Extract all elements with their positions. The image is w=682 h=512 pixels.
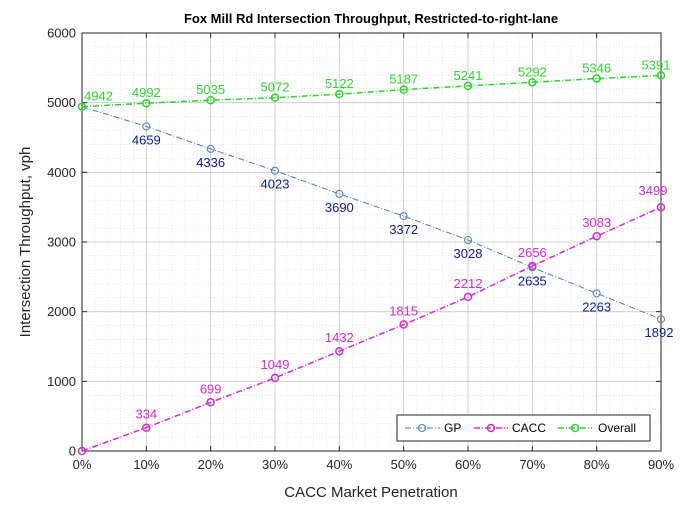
data-point-cacc <box>463 292 473 302</box>
data-label-cacc: 3499 <box>639 183 668 198</box>
x-tick-label: 80% <box>584 457 610 472</box>
x-axis-label: CACC Market Penetration <box>284 484 457 501</box>
data-point-overall <box>592 74 601 83</box>
x-tick-label: 20% <box>198 457 224 472</box>
x-tick-label: 10% <box>133 457 159 472</box>
data-label-gp: 1892 <box>645 325 674 340</box>
data-label-overall: 5241 <box>454 68 483 83</box>
data-point-overall <box>77 102 87 111</box>
data-point-overall <box>463 81 473 91</box>
data-point-cacc <box>399 320 408 329</box>
data-point-cacc <box>270 373 280 383</box>
y-axis-label: Intersection Throughput, vph <box>17 147 34 338</box>
data-label-overall: 4992 <box>132 85 161 100</box>
y-tick-label: 1000 <box>47 374 76 389</box>
data-label-gp: 4659 <box>132 132 161 147</box>
data-point-overall <box>335 89 344 99</box>
data-label-gp: 2635 <box>518 273 547 288</box>
data-point-cacc <box>77 446 87 456</box>
data-point-cacc <box>656 202 666 212</box>
legend-entry-gp: GP <box>405 421 461 435</box>
axis-ticks: 0% 10% 20% 30% 40% 50% 60% 70% 80% 90% 0 1000 2000 30… <box>47 26 674 473</box>
legend-marker-overall <box>570 423 580 433</box>
data-point-overall <box>270 93 280 102</box>
data-label-overall: 5187 <box>389 72 418 87</box>
data-label-cacc: 699 <box>200 381 222 396</box>
data-label-gp: 3028 <box>454 246 483 261</box>
legend-entry-overall: Overall <box>558 421 636 435</box>
series-line-overall <box>81 74 662 108</box>
data-label-overall: 5122 <box>325 76 354 91</box>
data-label-cacc: 1815 <box>389 304 418 319</box>
data-point-overall <box>399 85 408 94</box>
data-point-gp <box>271 166 279 175</box>
y-tick-label: 5000 <box>47 95 76 110</box>
data-label-cacc: 2656 <box>518 245 547 260</box>
data-point-gp <box>592 289 601 298</box>
data-label-cacc: 334 <box>135 407 157 422</box>
data-point-overall <box>656 71 666 80</box>
y-tick-label: 6000 <box>47 26 76 41</box>
y-tick-label: 4000 <box>47 165 76 180</box>
legend: GP CACC Overall <box>396 414 651 442</box>
data-labels: 4659 4336 4023 3690 3372 3028 2635 2263 1892 334 6… <box>84 57 673 421</box>
series-line-gp <box>81 106 662 320</box>
data-point-cacc <box>592 231 601 241</box>
data-label-gp: 3690 <box>325 200 354 215</box>
x-tick-label: 90% <box>648 457 674 472</box>
data-label-gp: 4336 <box>196 155 225 170</box>
legend-marker-cacc <box>486 423 496 433</box>
data-label-overall: 4942 <box>84 89 113 104</box>
data-point-gp <box>206 144 215 153</box>
data-label-gp: 2263 <box>582 299 611 314</box>
data-point-cacc <box>142 423 151 432</box>
y-tick-label: 0 <box>69 444 76 459</box>
data-label-gp: 4023 <box>261 177 290 192</box>
data-label-gp: 3372 <box>389 222 418 237</box>
legend-label-overall: Overall <box>598 421 636 435</box>
legend-label-cacc: CACC <box>512 421 546 435</box>
chart-title: Fox Mill Rd Intersection Throughput, Res… <box>184 11 558 26</box>
data-point-gp <box>657 315 665 324</box>
data-label-overall: 5072 <box>261 80 290 95</box>
data-point-overall <box>142 98 151 108</box>
data-label-cacc: 1049 <box>261 357 290 372</box>
data-label-overall: 5346 <box>582 61 611 76</box>
data-point-overall <box>206 95 215 105</box>
y-tick-label: 3000 <box>47 235 76 250</box>
data-label-overall: 5292 <box>518 64 547 79</box>
x-tick-label: 60% <box>455 457 481 472</box>
x-tick-label: 70% <box>519 457 545 472</box>
data-point-gp <box>142 122 151 131</box>
data-label-overall: 5035 <box>196 82 225 97</box>
x-tick-label: 0% <box>73 457 92 472</box>
data-point-cacc <box>335 346 344 356</box>
data-point-overall <box>528 78 537 87</box>
series-line-cacc <box>81 206 662 452</box>
x-tick-label: 50% <box>391 457 417 472</box>
data-point-cacc <box>528 261 537 271</box>
data-point-gp <box>335 189 344 198</box>
data-label-cacc: 1432 <box>325 330 354 345</box>
data-point-gp <box>464 236 472 245</box>
data-label-cacc: 2212 <box>454 276 483 291</box>
x-tick-label: 40% <box>326 457 352 472</box>
data-label-cacc: 3083 <box>582 215 611 230</box>
legend-label-gp: GP <box>444 421 461 435</box>
data-point-cacc <box>206 398 215 407</box>
series-lines <box>77 71 666 456</box>
x-tick-label: 30% <box>262 457 288 472</box>
legend-entry-cacc: CACC <box>474 421 546 435</box>
y-tick-label: 2000 <box>47 304 76 319</box>
data-point-gp <box>399 212 408 221</box>
legend-marker-gp <box>418 424 426 432</box>
data-label-overall: 5391 <box>642 57 671 72</box>
